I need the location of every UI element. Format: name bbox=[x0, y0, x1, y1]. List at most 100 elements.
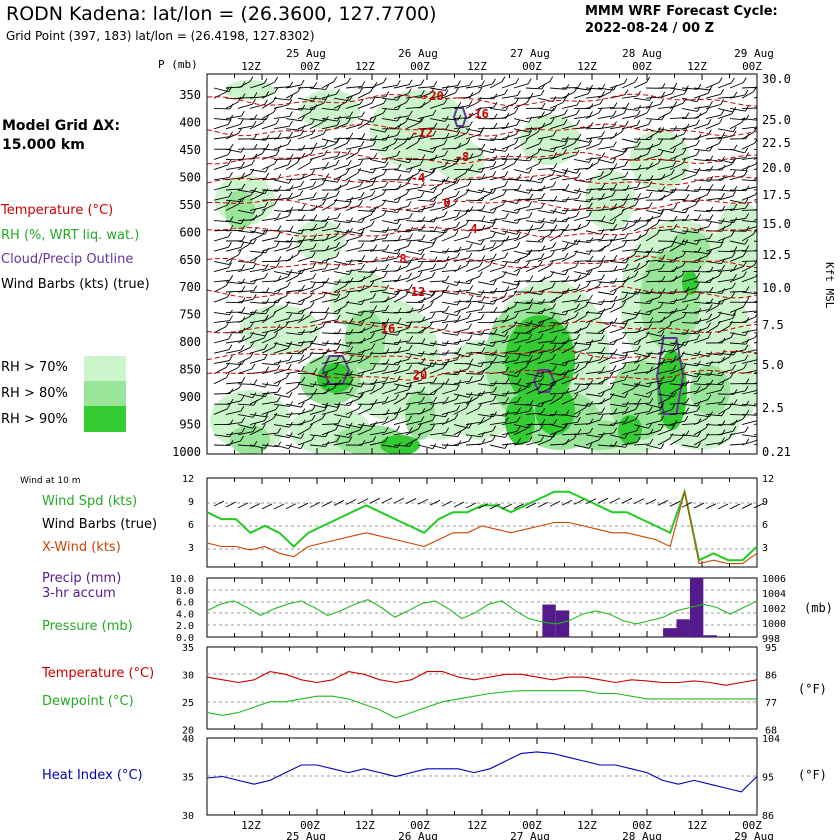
height-tick: 12.5 bbox=[762, 248, 791, 262]
wind-barb bbox=[249, 348, 265, 354]
wind-barb bbox=[309, 97, 326, 100]
wind-barb-feather bbox=[418, 271, 423, 277]
wind-barb bbox=[585, 439, 600, 446]
wind-barb-feather bbox=[586, 281, 591, 287]
wind-barb-feather bbox=[613, 277, 618, 284]
wind-barb bbox=[429, 94, 446, 99]
wind-barb-feather bbox=[513, 290, 517, 296]
wind-barb bbox=[357, 179, 374, 183]
wind-barb bbox=[249, 397, 263, 405]
wind-barb bbox=[273, 295, 287, 303]
wind-barb bbox=[525, 189, 542, 192]
wind-barb bbox=[213, 360, 230, 364]
wind-barb bbox=[297, 295, 311, 303]
wind-barb bbox=[501, 163, 515, 171]
wind-barb bbox=[501, 430, 518, 436]
cloud-outline bbox=[655, 337, 685, 415]
wind-barb bbox=[741, 220, 757, 223]
wind-barb-feather bbox=[526, 260, 531, 267]
wind-barb bbox=[537, 383, 554, 387]
wind-barb bbox=[273, 368, 289, 375]
wind-barb-feather bbox=[709, 206, 714, 213]
hour-label-bottom: 00Z bbox=[742, 819, 762, 832]
wind-barb-feather bbox=[635, 404, 639, 410]
pressure-tick: 650 bbox=[179, 253, 201, 267]
legend-wind-barbs-true: Wind Barbs (true) bbox=[42, 517, 158, 532]
wind-barb-feather bbox=[481, 431, 486, 438]
wind-barb bbox=[357, 369, 373, 375]
wind-barb bbox=[669, 87, 686, 92]
wind-barb bbox=[537, 317, 553, 324]
wind-barb bbox=[453, 352, 469, 358]
wind-barb bbox=[441, 195, 457, 201]
wind-barb-feather bbox=[265, 143, 270, 149]
wind-barb bbox=[261, 111, 274, 119]
wind-barb-feather bbox=[383, 332, 388, 339]
wind-barb bbox=[633, 411, 650, 415]
wind-barb bbox=[273, 377, 287, 385]
wind-tick-right: 9 bbox=[762, 497, 768, 508]
wind-barb-feather bbox=[672, 364, 677, 371]
wind-barb bbox=[633, 234, 646, 242]
wind-barb-feather bbox=[336, 405, 340, 411]
isotherm-line bbox=[207, 151, 757, 165]
isotherm-label: -4 bbox=[411, 171, 425, 185]
wind-barb bbox=[513, 250, 530, 255]
wind-barb bbox=[369, 369, 386, 375]
rh80-region bbox=[230, 425, 270, 454]
wind-barb bbox=[669, 230, 686, 235]
rh70-region bbox=[715, 200, 757, 300]
wind-barb bbox=[273, 424, 290, 428]
wind-barb bbox=[465, 112, 479, 120]
wind-barb-feather bbox=[707, 88, 712, 94]
wind-barb bbox=[741, 440, 757, 446]
wind-barb bbox=[729, 290, 746, 293]
wind-barb-feather bbox=[731, 292, 736, 298]
wind-barb-feather bbox=[408, 283, 413, 290]
wind-barb-feather bbox=[262, 423, 266, 430]
wind-barb bbox=[321, 164, 337, 171]
pressure-unit: (mb) bbox=[804, 601, 833, 615]
wind-barb-feather bbox=[624, 160, 629, 167]
height-tick: 30.0 bbox=[762, 72, 791, 86]
wind-barb bbox=[717, 287, 733, 293]
wind-barb-feather bbox=[359, 180, 364, 187]
surface-wind-barb bbox=[693, 502, 705, 509]
wind-barb bbox=[225, 440, 241, 446]
wind-barb bbox=[429, 444, 445, 450]
date-label-top: 27 Aug bbox=[510, 47, 550, 60]
wind-barb bbox=[249, 234, 263, 242]
wind-barb-feather bbox=[465, 167, 469, 174]
wind-barb bbox=[561, 244, 574, 252]
wind-barb bbox=[357, 214, 372, 222]
wind-barb bbox=[681, 97, 697, 103]
wind-barb bbox=[285, 185, 301, 191]
wind-barb-feather bbox=[431, 271, 436, 278]
wind-barb bbox=[285, 381, 302, 385]
wind-barb-feather bbox=[240, 242, 245, 248]
wind-barb bbox=[225, 400, 242, 405]
wind-barb bbox=[513, 179, 530, 182]
wind-barb bbox=[225, 362, 242, 365]
surface-wind-barb bbox=[441, 500, 453, 507]
wind-barb bbox=[597, 87, 614, 91]
wind-barb bbox=[621, 387, 635, 395]
wind-barb-feather bbox=[445, 85, 449, 91]
wind-barb bbox=[357, 440, 373, 446]
wind-barb-feather bbox=[456, 252, 461, 258]
wind-barb-feather bbox=[528, 436, 533, 442]
wind-barb bbox=[249, 122, 263, 130]
wind-barb-feather bbox=[418, 117, 423, 124]
wind-barb bbox=[309, 383, 326, 387]
wind-barb bbox=[489, 434, 506, 438]
wind-barb bbox=[381, 380, 398, 385]
wind-barb bbox=[261, 148, 278, 151]
wind-barb bbox=[681, 189, 698, 193]
wind-barb-feather bbox=[288, 432, 293, 438]
wind-barb bbox=[633, 328, 649, 334]
wind-barb bbox=[321, 93, 337, 99]
wind-barb-feather bbox=[274, 76, 279, 83]
wind-barb bbox=[297, 419, 313, 426]
wind-barb bbox=[477, 360, 494, 364]
rh90-region bbox=[618, 415, 642, 445]
